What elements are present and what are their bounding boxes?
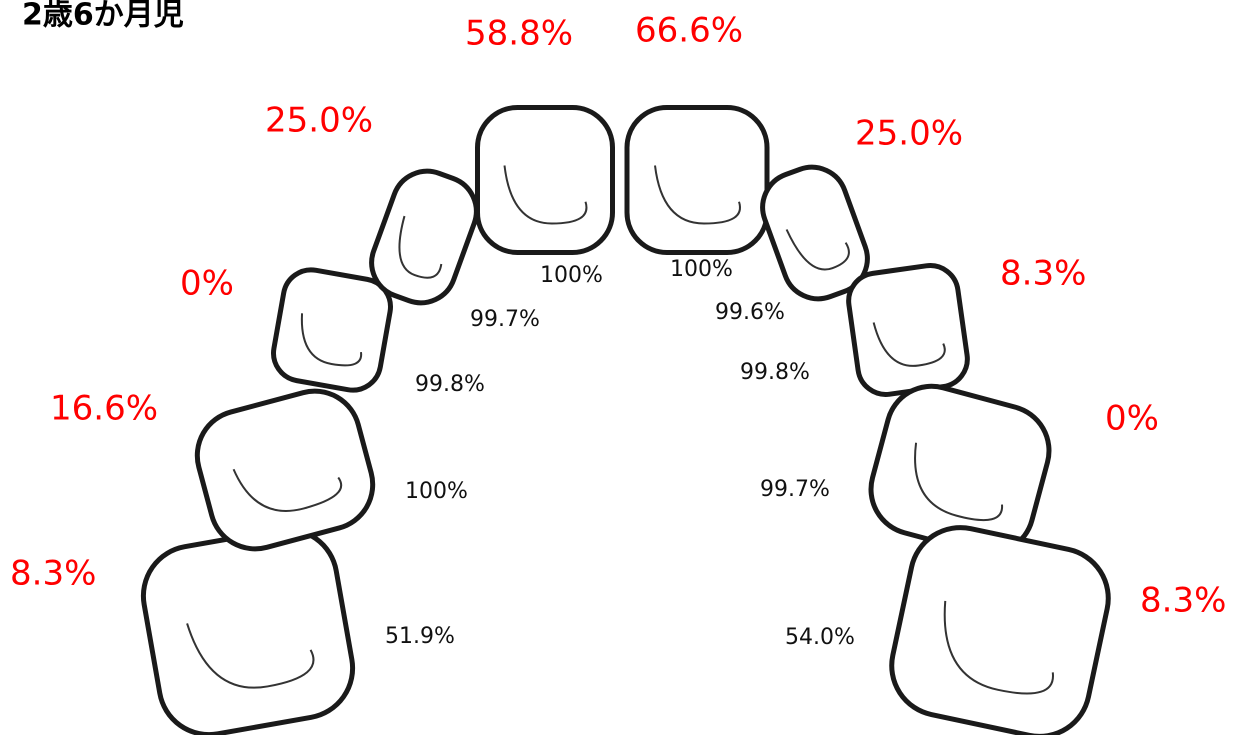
tooth-group	[882, 518, 1117, 735]
inner-rate: 99.7%	[760, 477, 830, 502]
inner-rate: 100%	[540, 263, 603, 288]
teeth	[135, 108, 1117, 735]
outer-rate: 8.3%	[10, 554, 96, 594]
outer-rate: 0%	[180, 264, 234, 304]
outer-rate: 16.6%	[50, 389, 158, 429]
outer-rate: 8.3%	[1140, 581, 1226, 621]
outer-rate: 58.8%	[465, 14, 573, 54]
outer-rate: 25.0%	[855, 114, 963, 154]
inner-rate: 99.8%	[415, 372, 485, 397]
tooth-outline	[845, 262, 971, 398]
inner-rate: 99.7%	[470, 307, 540, 332]
outer-rate: 0%	[1105, 399, 1159, 439]
inner-rate: 100%	[405, 479, 468, 504]
tooth-group	[478, 108, 613, 253]
inner-rate: 100%	[670, 257, 733, 282]
tooth-outline	[269, 265, 395, 394]
tooth-outline	[187, 381, 383, 559]
tooth-outline	[627, 108, 767, 253]
tooth-group	[187, 381, 383, 559]
tooth-group	[269, 265, 395, 394]
outer-rate: 66.6%	[635, 11, 743, 51]
outer-rate: 25.0%	[265, 101, 373, 141]
inner-rate: 99.6%	[715, 300, 785, 325]
tooth-outline	[135, 522, 360, 735]
inner-rate: 54.0%	[785, 625, 855, 650]
outer-rate: 8.3%	[1000, 254, 1086, 294]
tooth-group	[845, 262, 971, 398]
title: 2歳6か月児	[22, 0, 184, 33]
tooth-outline	[478, 108, 613, 253]
inner-rate: 99.8%	[740, 360, 810, 385]
inner-rate: 51.9%	[385, 624, 455, 649]
tooth-group	[135, 522, 360, 735]
tooth-group	[627, 108, 767, 253]
tooth-outline	[882, 518, 1117, 735]
diagram: 2歳6か月児 8.3% 51.9% 16.6% 100% 0% 99.8% 25.0% 99.…	[0, 0, 1242, 735]
